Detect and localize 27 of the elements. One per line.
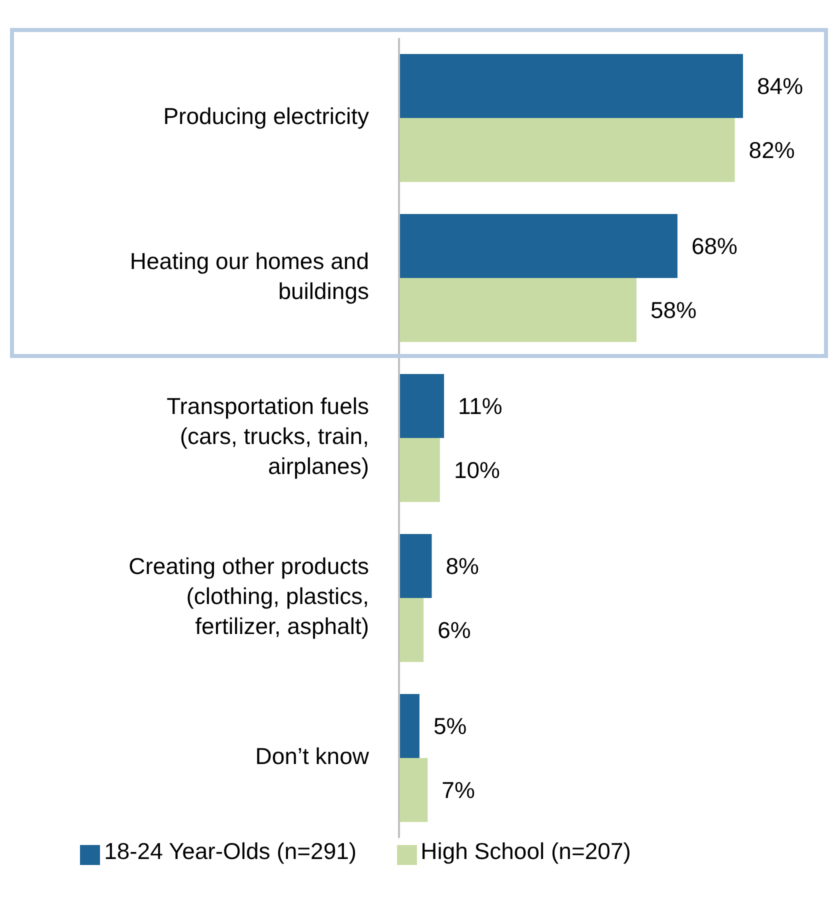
legend-label: High School (n=207) (420, 838, 631, 864)
bar (399, 118, 735, 182)
bar (399, 438, 440, 502)
legend-label: 18-24 Year-Olds (n=291) (104, 838, 357, 864)
bar (399, 534, 432, 598)
data-label: 10% (454, 457, 500, 484)
data-label: 8% (446, 553, 480, 580)
y-tick-label: Don’t know (255, 743, 370, 770)
data-label: 84% (757, 73, 804, 100)
data-label: 11% (458, 393, 502, 420)
y-tick-label: Producing electricity (163, 103, 370, 130)
bar (399, 598, 424, 662)
data-label: 82% (748, 137, 795, 164)
data-label: 6% (438, 617, 471, 644)
bar (399, 374, 444, 438)
y-tick-label: Creating other products (clothing, plastics, fertilizer, asphalt) (128, 553, 369, 640)
y-tick-label: Transportation fuels (cars, trucks, train, airplanes) (166, 393, 369, 480)
bar (399, 758, 428, 822)
bar (399, 694, 420, 758)
data-label: 5% (433, 713, 467, 740)
y-tick-label: Heating our homes and buildings (130, 248, 369, 304)
bar (399, 54, 743, 118)
data-label: 7% (442, 777, 475, 804)
bar (399, 278, 637, 342)
data-label: 68% (691, 233, 738, 260)
data-label: 58% (650, 297, 697, 324)
bar (399, 214, 678, 278)
